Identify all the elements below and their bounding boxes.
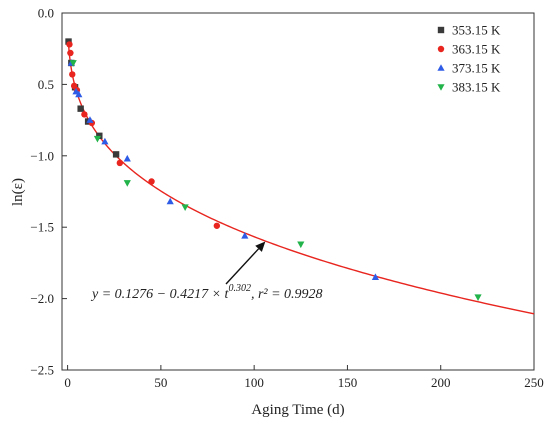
x-tick-label: 0 bbox=[64, 375, 71, 390]
y-tick-label: −1.5 bbox=[30, 220, 54, 235]
y-axis-title: ln(ε) bbox=[10, 178, 26, 206]
x-tick-label: 50 bbox=[154, 375, 167, 390]
annotation-arrowhead bbox=[255, 241, 266, 252]
x-tick-label: 250 bbox=[524, 375, 544, 390]
x-axis-title: Aging Time (d) bbox=[251, 402, 344, 418]
data-point bbox=[81, 111, 88, 118]
legend-label: 373.15 K bbox=[452, 61, 501, 76]
data-point bbox=[86, 116, 94, 123]
legend-marker bbox=[437, 45, 445, 53]
fit-equation-annotation: y = 0.1276 − 0.4217 × t0.302, r² = 0.992… bbox=[90, 241, 323, 302]
data-point bbox=[69, 60, 77, 67]
data-point bbox=[75, 90, 83, 98]
y-tick-label: 0.0 bbox=[38, 6, 54, 21]
plot-frame bbox=[61, 12, 535, 371]
data-point bbox=[148, 178, 155, 185]
legend-marker bbox=[437, 26, 445, 34]
legend: 353.15 K 363.15 K 373.15 K 383.15 K bbox=[437, 23, 501, 95]
data-point bbox=[166, 197, 174, 205]
y-tick-label: −2.5 bbox=[30, 363, 54, 378]
data-point bbox=[112, 151, 120, 158]
data-point bbox=[77, 105, 84, 112]
legend-marker bbox=[437, 64, 445, 71]
data-points bbox=[65, 38, 482, 301]
y-tick-label: 0.5 bbox=[38, 77, 54, 92]
data-point bbox=[371, 273, 380, 280]
ticks: 0 50 100 150 200 250 0.0 0.5 −1.0 −1.5 −2.0 −2.5 bbox=[30, 6, 543, 391]
data-point bbox=[93, 135, 102, 143]
data-point bbox=[241, 231, 249, 239]
fit-equation-r2: , r² = 0.9928 bbox=[251, 287, 323, 302]
data-point bbox=[69, 71, 76, 78]
data-point bbox=[474, 294, 482, 301]
data-point bbox=[66, 41, 73, 48]
x-tick-label: 150 bbox=[338, 375, 358, 390]
data-point bbox=[96, 132, 103, 140]
data-point bbox=[116, 159, 124, 167]
x-tick-label: 100 bbox=[244, 375, 264, 390]
legend-marker bbox=[437, 84, 445, 91]
legend-label: 383.15 K bbox=[452, 80, 501, 95]
fit-equation-main: y = 0.1276 − 0.4217 × t bbox=[90, 287, 230, 302]
axes bbox=[61, 12, 535, 371]
data-point bbox=[123, 154, 131, 162]
fit-equation-exponent: 0.302 bbox=[228, 283, 251, 294]
legend-label: 363.15 K bbox=[452, 42, 501, 57]
y-tick-label: −1.0 bbox=[30, 148, 54, 163]
data-point bbox=[123, 180, 131, 187]
data-point bbox=[67, 49, 74, 57]
annotation-arrow bbox=[225, 248, 260, 285]
data-point bbox=[101, 137, 109, 145]
y-tick-label: −2.0 bbox=[30, 291, 54, 306]
fit-equation: y = 0.1276 − 0.4217 × t0.302, r² = 0.992… bbox=[90, 283, 323, 302]
data-point bbox=[181, 204, 189, 212]
data-point bbox=[297, 241, 305, 249]
data-point bbox=[213, 222, 221, 229]
legend-label: 353.15 K bbox=[452, 23, 501, 38]
x-tick-label: 200 bbox=[431, 375, 451, 390]
